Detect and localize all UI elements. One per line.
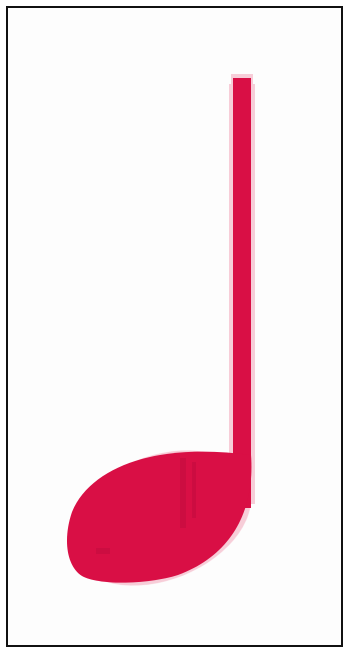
note-stem <box>233 78 251 508</box>
note-head <box>66 451 252 583</box>
note-shading <box>96 458 196 554</box>
